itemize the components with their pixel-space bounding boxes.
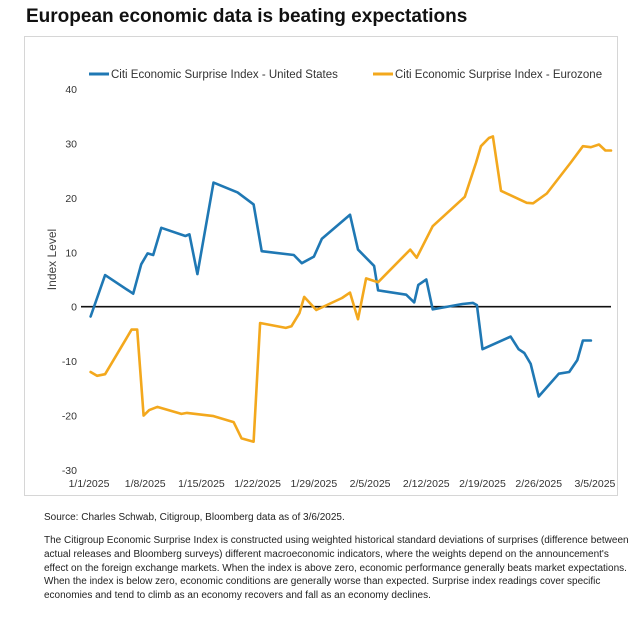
y-tick-label: -30 bbox=[62, 465, 77, 477]
y-tick-label: 0 bbox=[71, 302, 77, 314]
series-line-eurozone bbox=[89, 135, 613, 443]
chart-title: European economic data is beating expect… bbox=[26, 6, 468, 27]
y-tick-label: 40 bbox=[65, 84, 77, 96]
x-tick-label: 3/5/2025 bbox=[575, 478, 616, 490]
series-line-us bbox=[89, 181, 593, 398]
legend-label: Citi Economic Surprise Index - Eurozone bbox=[395, 69, 602, 81]
x-tick-label: 2/19/2025 bbox=[459, 478, 506, 490]
y-tick-label: 30 bbox=[65, 138, 77, 150]
y-tick-label: -10 bbox=[62, 356, 77, 368]
x-tick-label: 2/12/2025 bbox=[403, 478, 450, 490]
x-tick-label: 1/29/2025 bbox=[291, 478, 338, 490]
y-tick-label: 20 bbox=[65, 193, 77, 205]
methodology-note: The Citigroup Economic Surprise Index is… bbox=[44, 535, 629, 602]
x-tick-label: 1/15/2025 bbox=[178, 478, 225, 490]
y-tick-label: 10 bbox=[65, 247, 77, 259]
legend-label: Citi Economic Surprise Index - United St… bbox=[111, 69, 338, 81]
x-tick-label: 1/8/2025 bbox=[125, 478, 166, 490]
y-axis-label: Index Level bbox=[45, 229, 59, 290]
series-lines bbox=[89, 135, 613, 443]
source-note: Source: Charles Schwab, Citigroup, Bloom… bbox=[44, 512, 345, 523]
line-chart: Citi Economic Surprise Index - United St… bbox=[45, 69, 616, 490]
x-tick-label: 1/1/2025 bbox=[69, 478, 110, 490]
x-axis: 1/1/2025 1/8/2025 1/15/2025 1/22/2025 1/29/2… bbox=[69, 305, 616, 490]
x-tick-label: 2/26/2025 bbox=[515, 478, 562, 490]
legend: Citi Economic Surprise Index - United St… bbox=[89, 69, 602, 81]
x-tick-label: 2/5/2025 bbox=[350, 478, 391, 490]
y-axis: -30 -20 -10 0 10 20 30 40 Index Level bbox=[45, 84, 77, 477]
y-tick-label: -20 bbox=[62, 411, 77, 423]
x-tick-label: 1/22/2025 bbox=[234, 478, 281, 490]
chart-container: Citi Economic Surprise Index - United St… bbox=[24, 36, 618, 496]
